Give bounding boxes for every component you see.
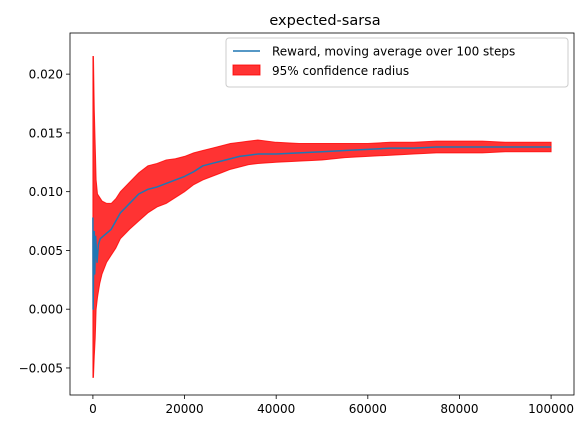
legend-label-band: 95% confidence radius: [272, 64, 409, 78]
x-tick-label: 60000: [349, 402, 387, 416]
x-tick-label: 0: [89, 402, 97, 416]
legend: Reward, moving average over 100 steps 95%…: [225, 37, 569, 88]
x-tick-label: 20000: [165, 402, 203, 416]
y-tick-label: 0.015: [29, 126, 63, 140]
y-tick-label: 0.000: [29, 303, 63, 317]
y-tick-label: 0.005: [29, 244, 63, 258]
y-tick-label: 0.020: [29, 68, 63, 82]
x-tick-label: 40000: [257, 402, 295, 416]
legend-label-line: Reward, moving average over 100 steps: [272, 45, 515, 59]
x-tick-label: 100000: [528, 402, 574, 416]
legend-box: [225, 37, 569, 88]
plot-layer: [92, 56, 552, 378]
y-tick-label: 0.010: [29, 185, 63, 199]
confidence-band: [92, 56, 552, 378]
x-tick-label: 80000: [440, 402, 478, 416]
legend-band-swatch: [232, 64, 261, 76]
axes-layer: 0 20000 40000 60000 80000 100000 −0.005 0.000 0.…: [19, 32, 575, 416]
y-tick-label: −0.005: [19, 361, 63, 375]
moving-average-line: [92, 146, 552, 310]
chart-title: expected-sarsa: [269, 13, 380, 29]
axes-frame: [69, 32, 575, 396]
